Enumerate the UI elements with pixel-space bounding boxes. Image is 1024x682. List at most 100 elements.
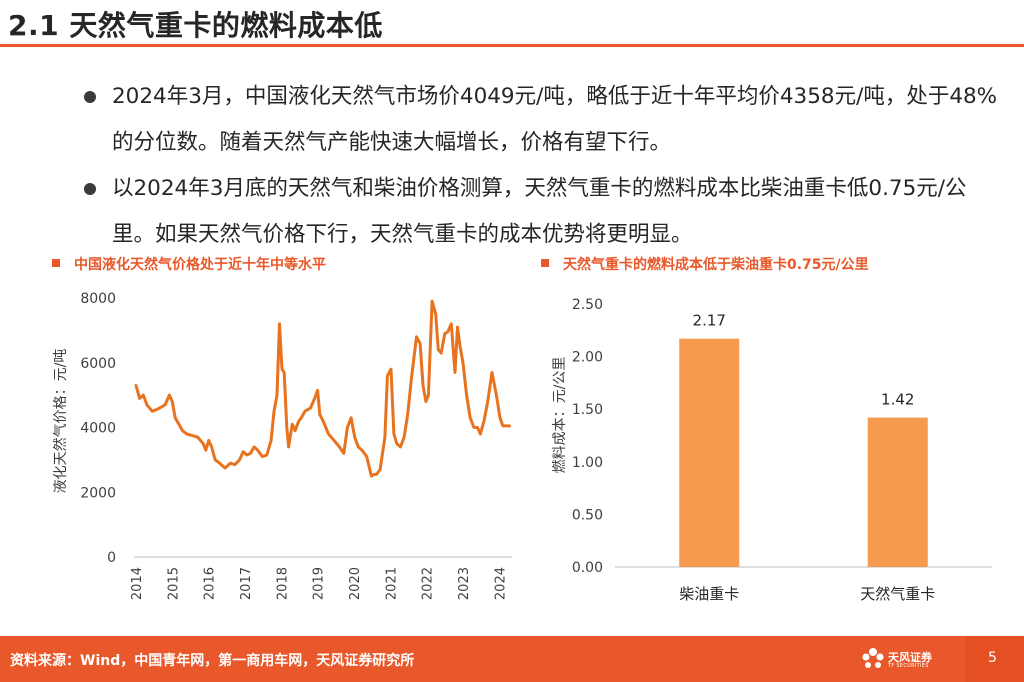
data-point: [425, 400, 427, 403]
x-tick-label: 2015: [166, 567, 181, 600]
data-point: [473, 426, 475, 429]
data-point: [319, 413, 321, 416]
bullet-dot-icon: [84, 183, 96, 195]
data-point: [502, 425, 504, 427]
data-point: [266, 454, 268, 456]
data-point: [373, 473, 375, 476]
bar: [679, 338, 740, 567]
data-point: [431, 300, 433, 302]
y-tick-label: 2.00: [572, 350, 603, 366]
page-number-box: [966, 636, 1024, 682]
line-chart-title: 中国液化天然气价格处于近十年中等水平: [52, 254, 326, 274]
page-number: 5: [988, 650, 997, 666]
logo-subtitle: TF SECURITIES: [888, 663, 929, 669]
data-point: [261, 455, 264, 458]
data-point: [446, 331, 449, 333]
data-point: [229, 462, 232, 464]
data-point: [499, 417, 501, 419]
category-label: 柴油重卡: [679, 585, 739, 603]
data-point: [476, 426, 479, 429]
square-bullet-icon: [541, 259, 549, 267]
data-point: [440, 352, 443, 354]
data-point: [181, 429, 184, 432]
bar-value-label: 1.42: [881, 391, 914, 409]
bullet-text: 以2024年3月底的天然气和柴油价格测算，天然气重卡的燃料成本比柴油重卡低0.7…: [112, 176, 967, 247]
data-point: [410, 378, 413, 380]
data-point: [283, 371, 285, 374]
data-point: [158, 407, 161, 409]
bar-value-label: 2.17: [693, 312, 726, 330]
data-point: [327, 433, 330, 435]
data-point: [390, 368, 392, 370]
data-point: [338, 446, 341, 448]
y-axis-ticks: 0 2000 4000 6000 8000: [80, 291, 116, 566]
data-point: [178, 423, 180, 426]
source-note: 资料来源：Wind，中国青年网，第一商用车网，天风证券研究所: [10, 653, 415, 669]
data-point: [403, 436, 405, 438]
x-tick-label: 2014: [130, 567, 145, 600]
data-point: [276, 394, 278, 396]
x-tick-label: 2022: [421, 567, 436, 600]
bullet-item: 2024年3月，中国液化天然气市场价4049元/吨，略低于近十年平均价4358元…: [82, 74, 1002, 166]
y-axis-label: 燃料成本：元/公里: [551, 357, 568, 474]
y-axis-label: 液化天然气价格：元/吨: [52, 349, 69, 494]
data-point: [186, 433, 188, 435]
y-tick-label: 6000: [80, 356, 116, 372]
data-point: [465, 394, 468, 396]
data-point: [427, 394, 430, 396]
data-point: [384, 436, 386, 438]
fuel-cost-bar-chart: 0.00 0.50 1.00 1.50 2.00 2.50 2.17 柴油重卡 1.42 天然气…: [551, 297, 992, 603]
data-point: [491, 371, 493, 374]
title-underline: [0, 44, 1024, 47]
data-point: [214, 459, 216, 461]
data-point: [379, 468, 381, 471]
data-point: [273, 410, 275, 413]
y-tick-label: 4000: [80, 421, 116, 437]
data-point: [437, 349, 440, 351]
data-point: [508, 425, 511, 427]
y-tick-label: 2000: [80, 485, 116, 501]
data-point: [294, 429, 296, 432]
lng-price-series-line: [134, 299, 511, 478]
page-title: 2.1 天然气重卡的燃料成本低: [8, 9, 383, 42]
data-point: [422, 384, 424, 387]
data-point: [191, 434, 194, 437]
data-point: [146, 404, 148, 406]
data-point: [309, 407, 312, 409]
data-point: [164, 404, 166, 406]
data-point: [357, 446, 360, 448]
series-points: [135, 300, 511, 477]
data-point: [316, 389, 319, 392]
x-axis-ticks: 2014 2015 2016 2017 2018 2019 2020 2021 2022 2023…: [130, 567, 508, 600]
data-point: [281, 368, 283, 370]
x-tick-label: 2021: [384, 567, 399, 600]
data-point: [399, 446, 402, 448]
data-point: [462, 362, 464, 364]
data-point: [483, 420, 485, 422]
data-point: [174, 417, 176, 419]
data-point: [135, 384, 137, 387]
data-point: [151, 410, 154, 413]
data-point: [434, 313, 437, 315]
data-point: [444, 332, 446, 335]
x-tick-label: 2023: [457, 567, 472, 600]
footer-bar: 资料来源：Wind，中国青年网，第一商用车网，天风证券研究所 天风证券 TF S…: [0, 636, 1024, 682]
data-point: [495, 394, 498, 396]
data-point: [304, 410, 306, 413]
data-point: [353, 436, 356, 438]
bullet-item: 以2024年3月底的天然气和柴油价格测算，天然气重卡的燃料成本比柴油重卡低0.7…: [82, 166, 1002, 258]
y-tick-label: 0.00: [572, 560, 603, 576]
data-point: [205, 449, 207, 451]
data-point: [210, 446, 213, 448]
data-point: [454, 371, 456, 374]
data-point: [242, 451, 244, 453]
y-tick-label: 1.50: [572, 402, 603, 418]
data-point: [375, 473, 378, 476]
line-chart-title-text: 中国液化天然气价格处于近十年中等水平: [74, 257, 326, 273]
x-tick-label: 2020: [348, 567, 363, 600]
data-point: [238, 459, 241, 461]
data-point: [278, 323, 281, 325]
data-point: [224, 467, 226, 469]
square-bullet-icon: [52, 259, 60, 267]
